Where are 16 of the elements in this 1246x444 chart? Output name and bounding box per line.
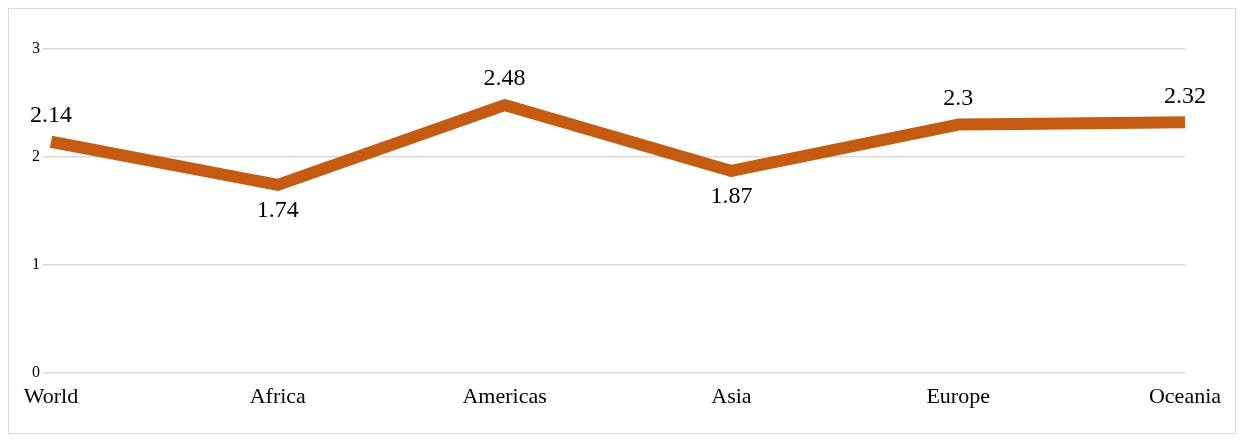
data-label: 1.87 [710, 182, 753, 209]
x-tick-label: Asia [711, 382, 752, 408]
x-tick-label: Europe [926, 382, 990, 408]
y-tick-label: 1 [32, 254, 40, 272]
x-tick-label: Africa [249, 382, 307, 408]
y-tick-label: 0 [32, 362, 40, 380]
data-label: 2.32 [1164, 81, 1206, 108]
x-tick-label: Oceania [1148, 382, 1222, 408]
y-tick-label: 3 [32, 39, 40, 57]
y-tick-label: 2 [32, 147, 40, 165]
data-label: 2.48 [483, 64, 526, 91]
data-label: 2.3 [943, 83, 974, 110]
x-tick-label: World [23, 382, 79, 408]
x-tick-label: Americas [462, 382, 547, 408]
data-label: 1.74 [256, 196, 299, 223]
data-label: 2.14 [30, 101, 72, 128]
